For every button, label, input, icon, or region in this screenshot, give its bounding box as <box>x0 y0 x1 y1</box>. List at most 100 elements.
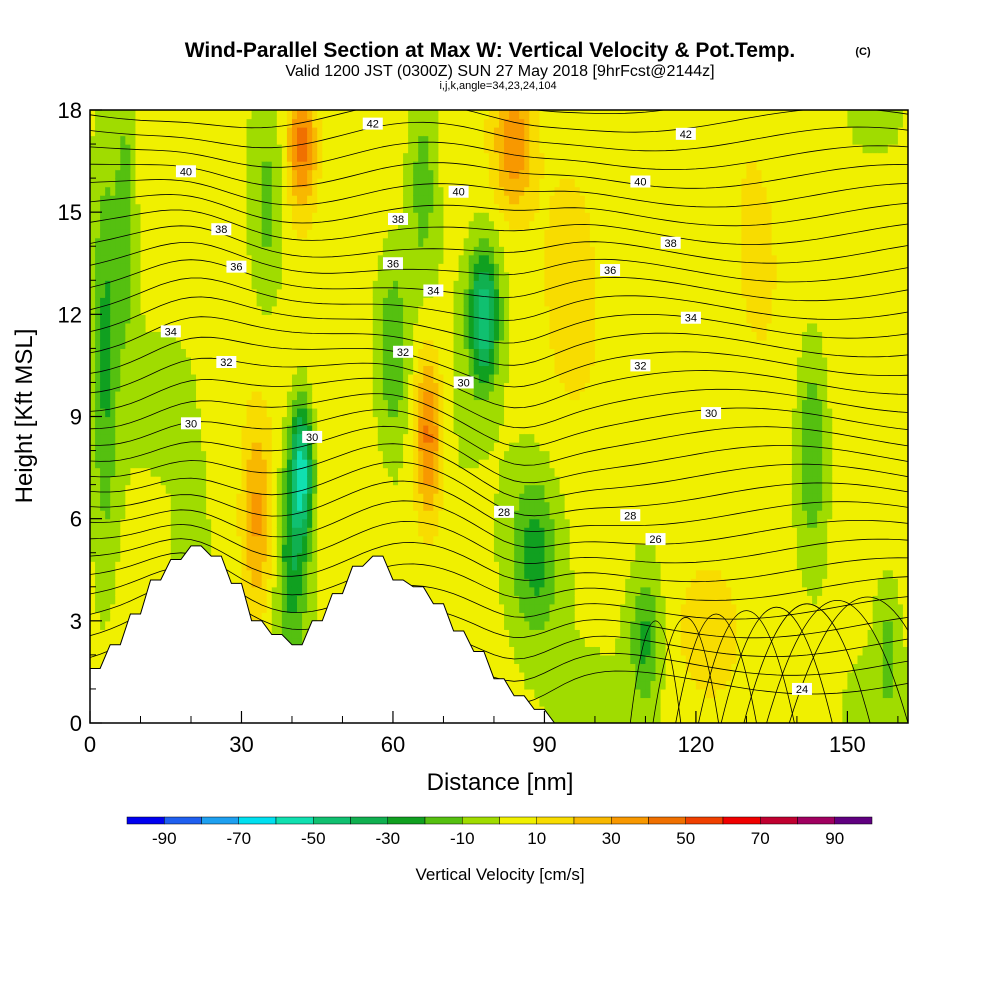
velocity-cell <box>246 595 253 605</box>
velocity-cell <box>408 297 414 307</box>
velocity-cell <box>115 603 121 613</box>
velocity-cell <box>276 144 283 154</box>
velocity-cell <box>347 322 354 332</box>
velocity-cell <box>120 237 126 247</box>
velocity-cell <box>423 237 429 247</box>
velocity-cell <box>433 399 440 409</box>
velocity-cell <box>271 510 278 520</box>
velocity-cell <box>95 212 101 222</box>
velocity-cell <box>317 314 323 324</box>
velocity-cell <box>216 322 222 332</box>
velocity-cell <box>286 314 293 324</box>
velocity-cell <box>170 186 177 196</box>
velocity-cell <box>145 212 152 222</box>
velocity-cell <box>403 527 409 537</box>
velocity-cell <box>377 510 384 520</box>
velocity-cell <box>256 407 263 418</box>
velocity-cell <box>408 263 414 273</box>
velocity-cell <box>196 476 202 486</box>
velocity-cell <box>327 365 333 375</box>
velocity-cell <box>281 433 288 443</box>
velocity-cell <box>372 484 379 494</box>
velocity-cell <box>312 322 318 332</box>
velocity-cell <box>433 203 440 213</box>
velocity-cell <box>377 135 384 145</box>
velocity-cell <box>302 152 308 162</box>
velocity-cell <box>398 382 404 392</box>
velocity-cell <box>196 407 202 418</box>
velocity-cell <box>276 535 283 545</box>
velocity-cell <box>251 169 258 179</box>
velocity-cell <box>231 450 238 460</box>
velocity-cell <box>241 356 248 367</box>
velocity-cell <box>362 544 369 554</box>
velocity-cell <box>342 510 349 520</box>
velocity-cell <box>130 152 137 162</box>
velocity-cell <box>332 382 339 392</box>
velocity-cell <box>327 407 333 418</box>
velocity-cell <box>201 348 207 358</box>
velocity-cell <box>95 195 101 205</box>
velocity-cell <box>251 595 258 605</box>
velocity-cell <box>433 186 440 196</box>
velocity-cell <box>190 144 197 154</box>
velocity-cell <box>105 220 111 230</box>
velocity-cell <box>125 425 131 435</box>
velocity-cell <box>201 110 207 120</box>
velocity-cell <box>281 390 288 401</box>
velocity-cell <box>367 271 374 281</box>
velocity-cell <box>317 365 323 375</box>
velocity-cell <box>307 254 313 264</box>
velocity-cell <box>327 161 333 171</box>
velocity-cell <box>175 442 182 452</box>
velocity-cell <box>211 331 217 341</box>
velocity-cell <box>382 356 389 367</box>
velocity-cell <box>115 399 121 409</box>
velocity-cell <box>170 110 177 120</box>
velocity-cell <box>256 390 263 401</box>
velocity-cell <box>115 339 121 349</box>
velocity-cell <box>428 297 434 307</box>
velocity-cell <box>352 110 359 120</box>
velocity-cell <box>241 390 248 401</box>
velocity-cell <box>307 161 313 171</box>
velocity-cell <box>322 365 328 375</box>
velocity-cell <box>251 186 258 196</box>
velocity-cell <box>160 510 167 520</box>
velocity-cell <box>307 263 313 273</box>
velocity-cell <box>297 305 303 315</box>
velocity-cell <box>231 501 238 511</box>
velocity-cell <box>165 271 172 281</box>
velocity-cell <box>221 425 227 435</box>
velocity-cell <box>266 518 273 528</box>
velocity-cell <box>408 212 414 222</box>
velocity-cell <box>413 203 419 213</box>
velocity-cell <box>398 127 404 137</box>
velocity-cell <box>297 629 303 639</box>
velocity-cell <box>175 365 182 375</box>
velocity-cell <box>150 263 157 273</box>
velocity-cell <box>357 407 364 418</box>
velocity-cell <box>211 144 217 154</box>
velocity-cell <box>428 229 434 239</box>
velocity-cell <box>145 416 152 426</box>
velocity-cell <box>433 127 440 137</box>
velocity-cell <box>160 186 167 196</box>
velocity-cell <box>246 263 253 273</box>
velocity-cell <box>145 229 152 239</box>
velocity-cell <box>160 127 167 137</box>
velocity-cell <box>261 603 268 613</box>
velocity-cell <box>281 569 288 579</box>
velocity-cell <box>398 229 404 239</box>
velocity-cell <box>297 637 303 647</box>
velocity-cell <box>276 110 283 120</box>
velocity-cell <box>327 178 333 188</box>
velocity-cell <box>95 467 101 477</box>
velocity-cell <box>110 459 116 469</box>
velocity-cell <box>90 620 96 630</box>
velocity-cell <box>216 135 222 145</box>
velocity-cell <box>362 382 369 392</box>
velocity-cell <box>342 203 349 213</box>
velocity-cell <box>185 407 192 418</box>
velocity-cell <box>352 263 359 273</box>
